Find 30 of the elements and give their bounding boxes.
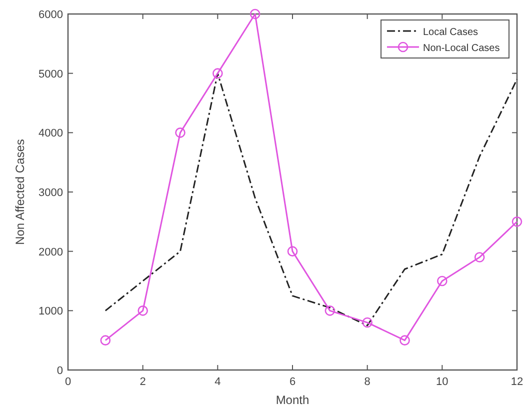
point [250, 8, 260, 20]
x-tick-label: 4 [214, 376, 221, 388]
y-tick-label: 1000 [38, 306, 63, 318]
point [138, 306, 148, 316]
point [324, 306, 336, 316]
point [175, 128, 186, 138]
x-tick-label: 0 [64, 376, 72, 388]
point [100, 335, 111, 346]
point [512, 216, 522, 227]
y-tick-label: 6000 [38, 9, 63, 21]
x-tick-label: 10 [436, 376, 448, 388]
y-tick-label: 0 [56, 365, 63, 377]
y-axis-title: Non Affected Cases [13, 139, 27, 245]
y-tick-label: 4000 [38, 128, 63, 140]
point [474, 252, 485, 262]
x-axis-title: Month [276, 393, 310, 407]
y-tick-label: 2000 [38, 246, 63, 258]
y-tick-label: 3000 [38, 187, 63, 199]
point [437, 276, 448, 286]
point [362, 317, 372, 328]
x-tick-label: 12 [510, 376, 524, 388]
point [212, 68, 223, 78]
point [287, 246, 298, 256]
x-tick-label: 6 [289, 376, 296, 388]
legend-label: Local Cases [423, 27, 478, 38]
y-tick-label: 5000 [38, 68, 63, 80]
x-tick-label: 2 [140, 376, 146, 388]
legend-label: Non-Local Cases [423, 43, 500, 54]
x-tick-label: 8 [364, 376, 370, 388]
point [400, 335, 410, 346]
